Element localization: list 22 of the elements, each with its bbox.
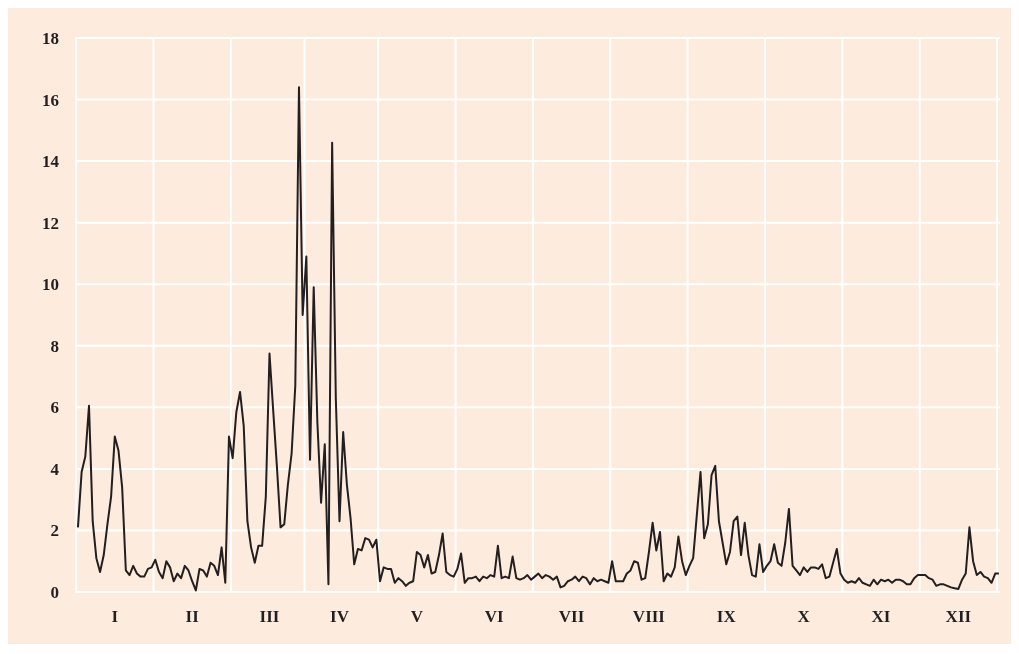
y-tick-label: 10 — [42, 275, 59, 295]
x-tick-label: IV — [330, 607, 350, 627]
x-tick-label: V — [410, 607, 424, 627]
y-tick-label: 4 — [50, 459, 60, 479]
y-tick-label: 6 — [50, 398, 59, 418]
x-tick-label: VI — [484, 607, 505, 627]
x-tick-label: VII — [558, 607, 585, 627]
x-tick-label: I — [111, 607, 119, 627]
y-tick-label: 0 — [50, 583, 59, 603]
y-tick-label: 16 — [42, 90, 59, 110]
x-tick-label: XII — [945, 607, 972, 627]
x-tick-label: VIII — [632, 607, 666, 627]
x-tick-label: X — [797, 607, 811, 627]
x-tick-label: XI — [871, 607, 891, 627]
y-tick-label: 2 — [50, 521, 59, 541]
y-tick-label: 12 — [42, 213, 59, 233]
x-tick-label: II — [185, 607, 200, 627]
x-tick-label: IX — [716, 607, 737, 627]
x-tick-label: III — [259, 607, 280, 627]
y-tick-label: 18 — [42, 29, 59, 49]
y-tick-label: 8 — [50, 336, 59, 356]
y-tick-label: 14 — [42, 152, 60, 172]
